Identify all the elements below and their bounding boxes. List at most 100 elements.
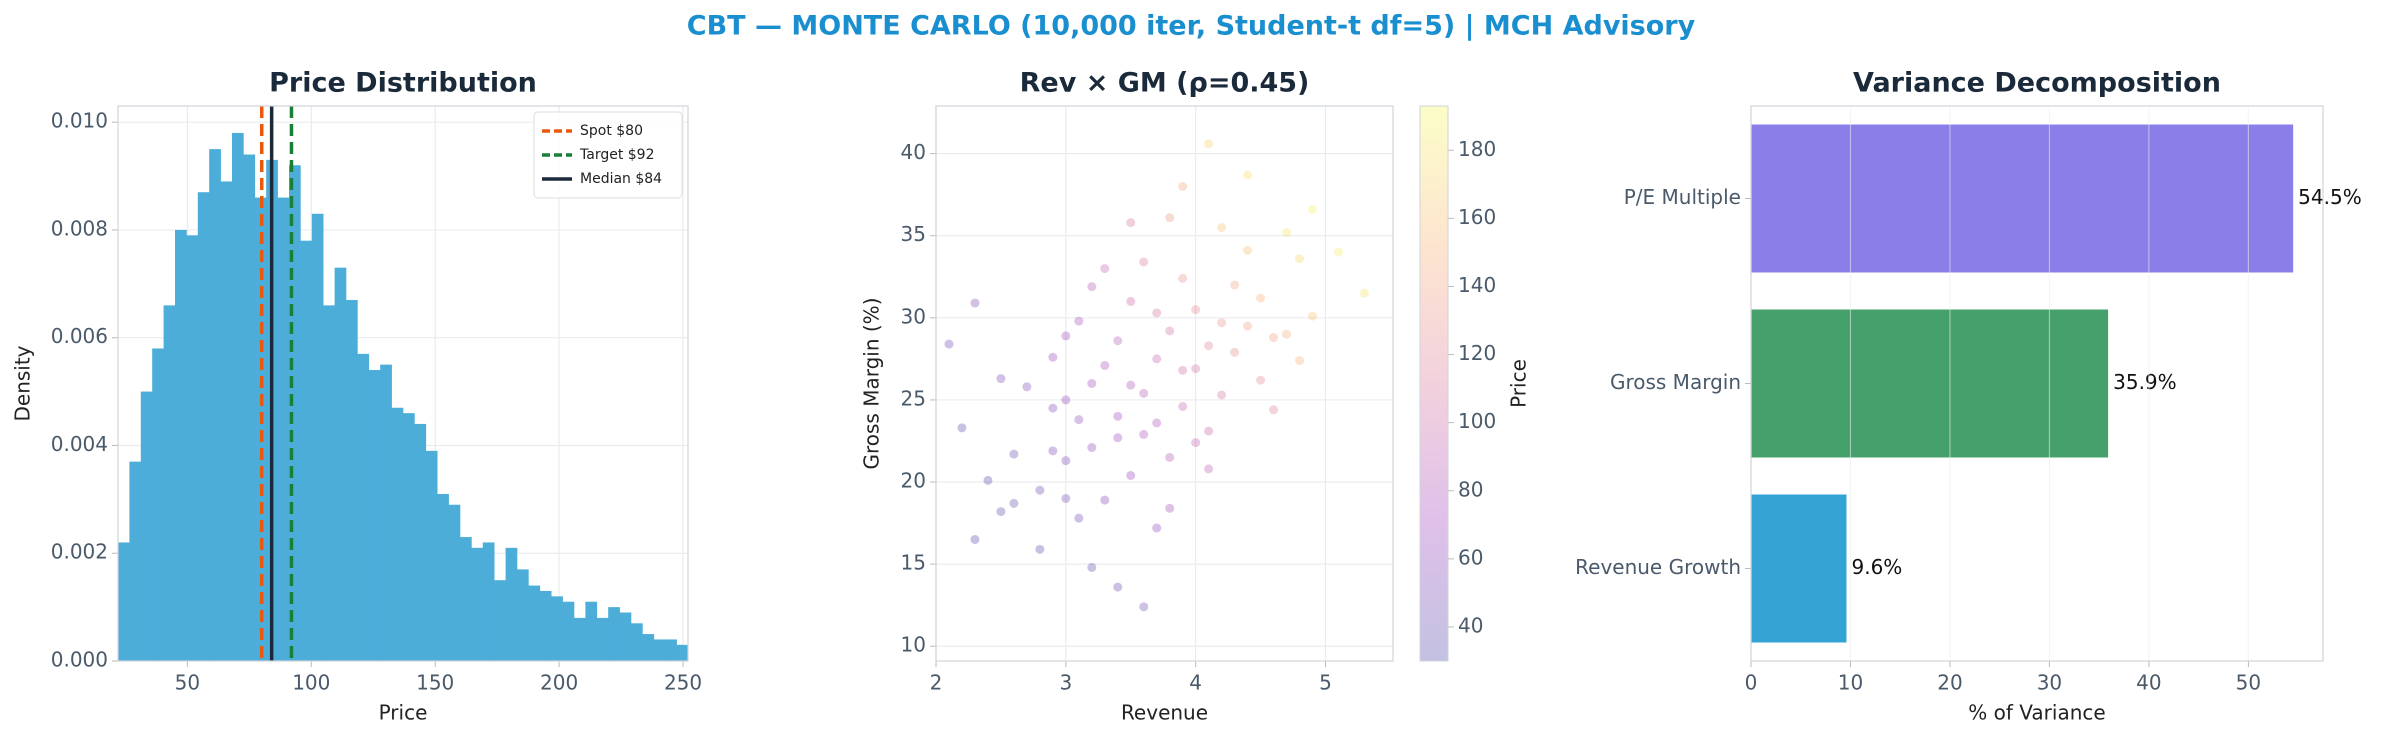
scatter-point — [1243, 170, 1253, 180]
histogram-bar — [186, 235, 199, 662]
bar — [1751, 494, 1847, 643]
scatter-point — [1191, 364, 1201, 374]
scatter-point — [1295, 356, 1305, 366]
x-axis-label: Price — [379, 701, 428, 725]
x-tick-label: 4 — [1189, 671, 1202, 695]
x-tick-label: 10 — [1838, 671, 1863, 695]
y-tick-label: 20 — [901, 469, 926, 493]
scatter-point — [1191, 305, 1201, 315]
y-tick-label: Revenue Growth — [1575, 555, 1741, 579]
scatter-point — [1126, 380, 1136, 390]
scatter-point — [1126, 470, 1136, 480]
scatter-point — [1269, 405, 1279, 415]
scatter-point — [1152, 308, 1162, 318]
scatter-point — [1152, 418, 1162, 428]
colorbar-label: Price — [1507, 359, 1531, 408]
scatter-point — [1243, 321, 1253, 331]
histogram-bar — [232, 132, 244, 661]
scatter-point — [1139, 429, 1149, 439]
scatter-point — [1178, 401, 1188, 411]
scatter-point — [1087, 562, 1097, 572]
scatter-point — [970, 298, 980, 308]
scatter-point — [944, 339, 954, 349]
x-tick-label: 50 — [175, 671, 200, 695]
scatter-point — [1282, 227, 1292, 237]
x-tick-label: 3 — [1059, 671, 1072, 695]
scatter-point — [1035, 544, 1045, 554]
legend-label: Spot $80 — [580, 123, 643, 139]
bar — [1751, 124, 2294, 273]
scatter-point — [1074, 415, 1084, 425]
x-tick-label: 200 — [540, 671, 578, 695]
chart-title: Variance Decomposition — [1853, 68, 2221, 99]
scatter-point — [1113, 582, 1123, 592]
legend-label: Median $84 — [580, 171, 662, 187]
histogram-bar — [346, 299, 358, 661]
histogram-bar — [562, 601, 575, 661]
scatter-point — [1230, 280, 1240, 290]
value-label: 54.5% — [2298, 185, 2362, 209]
scatter-point — [1048, 446, 1058, 456]
histogram-bar — [585, 601, 598, 661]
histogram-bar — [574, 617, 586, 661]
x-tick-label: 0 — [1745, 671, 1758, 695]
histogram-bar — [254, 197, 267, 662]
histogram-bar — [334, 267, 347, 661]
plot-frame — [935, 105, 1394, 662]
colorbar-tick-label: 160 — [1458, 205, 1496, 229]
histogram-bar — [380, 364, 392, 661]
scatter-point — [1048, 403, 1058, 413]
scatter-point — [1061, 493, 1071, 503]
histogram-bar — [243, 154, 256, 661]
scatter-point — [1022, 382, 1032, 392]
scatter-point — [1256, 375, 1266, 385]
scatter-point — [1113, 336, 1123, 346]
scatter-point — [1009, 449, 1019, 459]
scatter-point — [1269, 333, 1279, 343]
scatter-point — [1308, 204, 1318, 214]
scatter-point — [1074, 513, 1084, 523]
scatter-point — [1165, 213, 1175, 223]
scatter-point — [1061, 395, 1071, 405]
scatter-point — [1126, 218, 1136, 228]
x-tick-label: 150 — [416, 671, 454, 695]
colorbar — [1419, 105, 1449, 662]
legend-label: Target $92 — [579, 147, 654, 163]
colorbar-tick-label: 80 — [1458, 477, 1483, 501]
scatter-point — [1333, 247, 1343, 257]
scatter-point — [1100, 495, 1110, 505]
scatter-point — [1152, 354, 1162, 364]
scatter-point — [1178, 181, 1188, 191]
scatter-point — [1035, 485, 1045, 495]
scatter-point — [1217, 390, 1227, 400]
histogram-bar — [129, 461, 142, 661]
y-tick-label: 0.002 — [51, 540, 108, 564]
histogram-bar — [163, 305, 176, 661]
scatter-point — [1126, 296, 1136, 306]
scatter-point — [1217, 318, 1227, 328]
y-tick-label: 10 — [901, 633, 926, 657]
histogram-bar — [300, 240, 313, 661]
histogram-bar — [528, 585, 541, 661]
y-axis-label: Density — [11, 345, 35, 421]
scatter-point — [1295, 254, 1305, 264]
histogram-bar — [676, 644, 689, 661]
x-tick-label: 30 — [2037, 671, 2062, 695]
histogram-bar — [277, 197, 290, 662]
histogram-bar — [631, 623, 643, 661]
y-tick-label: 25 — [901, 386, 926, 410]
x-axis-label: Revenue — [1121, 701, 1208, 725]
x-axis-label: % of Variance — [1968, 701, 2105, 725]
value-label: 35.9% — [2113, 370, 2177, 394]
scatter-point — [957, 423, 967, 433]
y-tick-label: 0.000 — [51, 648, 108, 672]
histogram-bar — [653, 639, 666, 661]
scatter-point — [1217, 223, 1227, 233]
histogram-bar — [425, 450, 438, 661]
histogram-bar — [448, 504, 461, 661]
colorbar-tick-label: 40 — [1458, 613, 1483, 637]
scatter-point — [1087, 443, 1097, 453]
histogram-bar — [642, 634, 655, 661]
y-tick-label: 40 — [901, 140, 926, 164]
